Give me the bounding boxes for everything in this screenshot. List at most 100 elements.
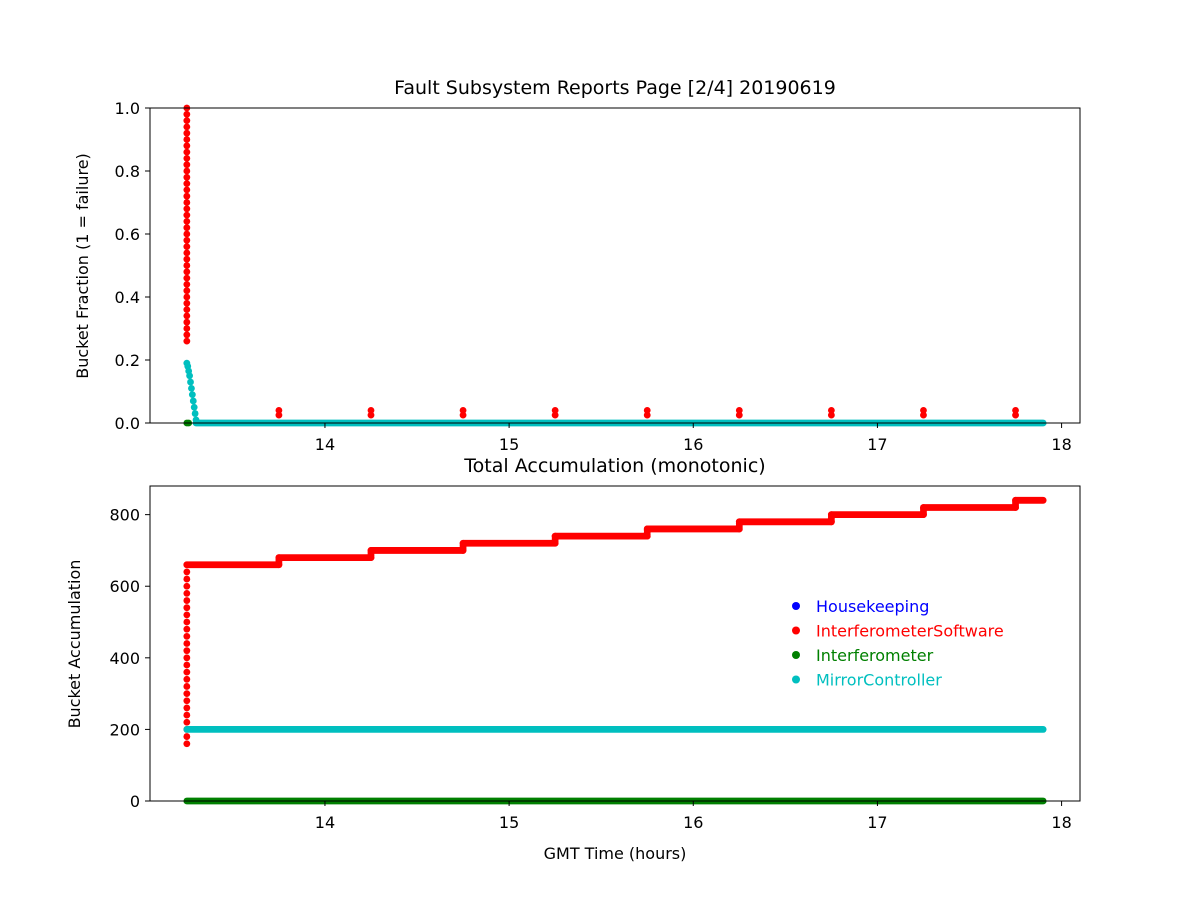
interferometersoftware-riser-point bbox=[367, 547, 375, 554]
interferometersoftware-point bbox=[1012, 411, 1019, 419]
mirrorcontroller-point bbox=[188, 384, 195, 392]
interferometersoftware-point bbox=[183, 312, 191, 320]
interferometersoftware-point bbox=[183, 142, 191, 150]
interferometersoftware-point bbox=[183, 268, 191, 276]
mirrorcontroller-point bbox=[191, 410, 199, 417]
bottom-chart-title: Total Accumulation (monotonic) bbox=[463, 455, 765, 477]
interferometersoftware-rise-point bbox=[183, 740, 191, 748]
interferometersoftware-point bbox=[367, 411, 375, 419]
interferometersoftware-point bbox=[920, 411, 927, 419]
interferometersoftware-point bbox=[183, 148, 191, 156]
y-tick-label: 0.8 bbox=[115, 162, 140, 181]
y-tick-label: 0.4 bbox=[115, 288, 140, 307]
legend-label: InterferometerSoftware bbox=[816, 622, 1004, 641]
interferometersoftware-step-band bbox=[827, 511, 927, 519]
interferometersoftware-point bbox=[183, 281, 191, 288]
interferometersoftware-rise-point bbox=[183, 733, 191, 740]
interferometersoftware-point bbox=[183, 306, 191, 313]
interferometersoftware-rise-point bbox=[183, 697, 191, 705]
interferometersoftware-point bbox=[920, 407, 927, 414]
interferometersoftware-point bbox=[183, 287, 191, 295]
interferometersoftware-riser-point bbox=[1012, 496, 1019, 504]
interferometersoftware-point bbox=[459, 411, 467, 419]
interferometersoftware-rise-point bbox=[183, 711, 191, 719]
mirrorcontroller-step-band bbox=[183, 726, 1047, 733]
y-tick-label: 800 bbox=[109, 506, 140, 525]
interferometersoftware-point bbox=[735, 407, 743, 414]
x-tick-label: 14 bbox=[315, 813, 335, 832]
interferometersoftware-rise-point bbox=[183, 575, 191, 583]
legend-marker bbox=[792, 626, 800, 635]
interferometersoftware-point bbox=[367, 407, 375, 414]
interferometersoftware-point bbox=[735, 411, 743, 419]
interferometersoftware-rise-point bbox=[183, 604, 191, 612]
interferometersoftware-point bbox=[183, 136, 191, 143]
interferometersoftware-riser-point bbox=[735, 518, 743, 526]
interferometersoftware-riser-point bbox=[459, 539, 467, 547]
x-tick-label: 16 bbox=[683, 813, 703, 832]
interferometersoftware-point bbox=[643, 411, 651, 419]
interferometersoftware-rise-point bbox=[183, 675, 191, 683]
interferometersoftware-point bbox=[827, 411, 835, 419]
interferometersoftware-rise-point bbox=[183, 704, 191, 712]
interferometersoftware-point bbox=[459, 407, 467, 414]
x-tick-label: 17 bbox=[867, 813, 887, 832]
interferometersoftware-step-band bbox=[459, 539, 559, 547]
mirrorcontroller-point bbox=[190, 403, 198, 411]
interferometersoftware-point bbox=[183, 117, 191, 124]
legend: Housekeeping InterferometerSoftware Interf… bbox=[792, 597, 1004, 690]
top-plot-frame bbox=[149, 107, 1081, 424]
interferometersoftware-point bbox=[183, 167, 191, 175]
interferometersoftware-rise-point bbox=[183, 654, 191, 662]
interferometersoftware-point bbox=[183, 249, 191, 257]
interferometersoftware-riser-point bbox=[275, 554, 283, 561]
mirrorcontroller-point bbox=[188, 391, 196, 399]
interferometersoftware-point bbox=[183, 299, 191, 307]
x-tick-label: 18 bbox=[1051, 813, 1071, 832]
interferometersoftware-step-band bbox=[1012, 496, 1047, 504]
x-tick-label: 17 bbox=[867, 435, 887, 454]
interferometersoftware-point bbox=[183, 180, 191, 188]
interferometersoftware-rise-point bbox=[183, 718, 191, 726]
top-y-axis-label: Bucket Fraction (1 = failure) bbox=[73, 153, 92, 379]
y-tick-label: 400 bbox=[109, 649, 140, 668]
interferometersoftware-point bbox=[183, 325, 191, 332]
bottom-x-axis-label: GMT Time (hours) bbox=[544, 844, 687, 863]
interferometersoftware-point bbox=[183, 199, 191, 206]
y-tick-label: 1.0 bbox=[115, 99, 140, 118]
legend-label: Housekeeping bbox=[816, 597, 929, 616]
interferometersoftware-riser-point bbox=[643, 525, 651, 533]
interferometersoftware-point bbox=[183, 274, 191, 282]
interferometersoftware-riser-point bbox=[551, 532, 559, 540]
interferometersoftware-point bbox=[183, 218, 191, 225]
interferometersoftware-step-band bbox=[275, 554, 375, 561]
interferometersoftware-step-band bbox=[551, 532, 651, 540]
x-tick-label: 18 bbox=[1051, 435, 1071, 454]
interferometersoftware-point bbox=[183, 230, 191, 238]
interferometersoftware-rise-point bbox=[183, 568, 191, 576]
interferometersoftware-riser-point bbox=[920, 504, 927, 511]
mirrorcontroller-point bbox=[187, 378, 194, 386]
interferometersoftware-rise-point bbox=[183, 589, 191, 597]
interferometersoftware-point bbox=[1012, 407, 1019, 414]
legend-label: MirrorController bbox=[816, 671, 942, 690]
interferometersoftware-rise-point bbox=[183, 632, 191, 640]
interferometersoftware-point bbox=[551, 407, 559, 414]
interferometersoftware-rise-point bbox=[183, 683, 191, 690]
interferometersoftware-point bbox=[183, 155, 191, 162]
interferometersoftware-point bbox=[183, 205, 191, 213]
interferometersoftware-rise-point bbox=[183, 668, 191, 676]
interferometersoftware-rise-point bbox=[183, 640, 191, 647]
interferometersoftware-point bbox=[827, 407, 835, 414]
mirrorcontroller-point bbox=[189, 397, 197, 405]
accumulation-plot: Total Accumulation (monotonic) Bucket Ac… bbox=[65, 455, 1081, 863]
interferometersoftware-rise-point bbox=[183, 647, 191, 655]
legend-label: Interferometer bbox=[816, 646, 934, 665]
bottom-axis-ticks: 14 15 16 17 18 0 200 400 600 800 bbox=[109, 506, 1071, 832]
interferometersoftware-point bbox=[183, 161, 191, 169]
legend-marker bbox=[792, 651, 800, 659]
interferometersoftware-point bbox=[183, 123, 191, 131]
interferometersoftware-riser-point bbox=[827, 511, 835, 519]
